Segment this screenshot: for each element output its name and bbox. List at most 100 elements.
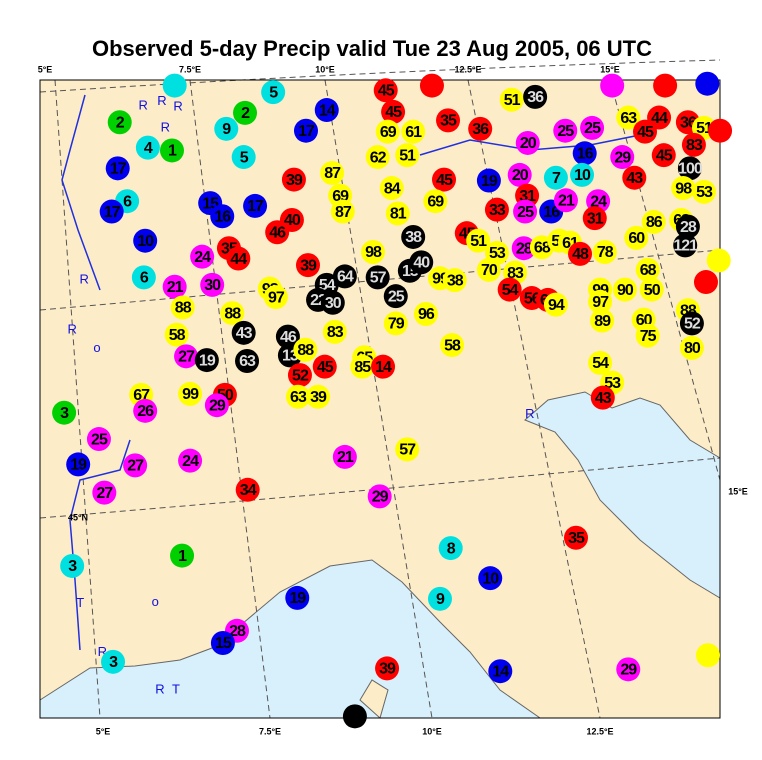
lon-label: 10°E bbox=[315, 64, 335, 74]
lon-label: 12.5°E bbox=[454, 64, 481, 74]
station-value: 29 bbox=[372, 489, 389, 506]
station-marker bbox=[653, 73, 678, 98]
station-marker bbox=[476, 257, 501, 282]
station-marker bbox=[610, 145, 635, 170]
station-value: 10 bbox=[482, 570, 499, 587]
station-marker bbox=[287, 363, 312, 388]
station-value: 51 bbox=[399, 147, 416, 164]
station-value: 15 bbox=[215, 635, 232, 652]
station-marker bbox=[582, 206, 607, 231]
station-value: 83 bbox=[686, 137, 703, 154]
station-value: 43 bbox=[236, 325, 253, 342]
station-value: 43 bbox=[595, 390, 612, 407]
station-marker bbox=[265, 220, 290, 245]
station-marker bbox=[375, 656, 400, 681]
station-value: 98 bbox=[675, 180, 692, 197]
station-value: 2 bbox=[241, 105, 250, 122]
station-marker bbox=[263, 285, 288, 310]
station-marker bbox=[123, 453, 148, 478]
station-marker bbox=[600, 73, 625, 98]
station-marker bbox=[131, 265, 156, 290]
station-code: T bbox=[76, 595, 84, 610]
station-value: 97 bbox=[268, 289, 285, 306]
station-marker bbox=[243, 193, 268, 218]
station-value: 45 bbox=[436, 172, 453, 189]
station-value: 25 bbox=[584, 120, 601, 137]
station-value: 87 bbox=[324, 165, 341, 182]
station-marker bbox=[468, 116, 493, 141]
station-marker bbox=[375, 119, 400, 144]
station-marker bbox=[371, 354, 396, 379]
station-value: 51 bbox=[504, 92, 521, 109]
station-marker bbox=[350, 354, 375, 379]
station-value: 17 bbox=[298, 123, 315, 140]
lat-label: 45°N bbox=[68, 512, 88, 522]
station-marker bbox=[476, 168, 501, 193]
station-marker bbox=[564, 525, 588, 550]
station-marker bbox=[342, 704, 367, 729]
station-value: 62 bbox=[370, 149, 387, 166]
lon-label: 10°E bbox=[422, 726, 442, 736]
station-marker bbox=[190, 244, 215, 269]
station-value: 5 bbox=[269, 84, 278, 101]
station-marker bbox=[226, 246, 251, 271]
station-value: 68 bbox=[534, 239, 551, 256]
station-marker bbox=[570, 162, 595, 187]
station-marker bbox=[553, 188, 578, 213]
station-marker bbox=[695, 643, 720, 668]
station-marker bbox=[691, 179, 716, 204]
station-value: 3 bbox=[68, 558, 77, 575]
station-marker bbox=[395, 437, 420, 462]
map-title: Observed 5-day Precip valid Tue 23 Aug 2… bbox=[92, 36, 652, 61]
station-marker bbox=[178, 448, 203, 473]
lon-label: 7.5°E bbox=[179, 64, 201, 74]
station-marker bbox=[385, 201, 410, 226]
station-value: 96 bbox=[418, 306, 435, 323]
station-marker bbox=[86, 427, 111, 452]
station-marker bbox=[162, 274, 187, 299]
station-code: R bbox=[67, 321, 76, 336]
station-value: 6 bbox=[123, 193, 132, 210]
station-marker bbox=[592, 239, 617, 264]
station-value: 45 bbox=[385, 104, 402, 121]
station-value: 16 bbox=[543, 204, 560, 221]
station-marker bbox=[322, 319, 347, 344]
station-value: 63 bbox=[239, 353, 256, 370]
station-marker bbox=[296, 253, 320, 278]
station-value: 58 bbox=[444, 337, 461, 354]
station-value: 51 bbox=[470, 233, 487, 250]
station-value: 88 bbox=[224, 305, 241, 322]
station-marker bbox=[320, 290, 345, 315]
station-marker bbox=[365, 265, 390, 290]
station-marker bbox=[367, 484, 392, 509]
station-marker bbox=[693, 270, 718, 295]
station-value: 60 bbox=[628, 230, 645, 247]
station-value: 58 bbox=[169, 327, 186, 344]
station-value: 19 bbox=[199, 352, 216, 369]
station-value: 19 bbox=[481, 173, 498, 190]
station-marker bbox=[330, 199, 355, 224]
station-marker bbox=[677, 156, 702, 181]
station-value: 24 bbox=[194, 249, 211, 266]
lon-label: 5°E bbox=[96, 726, 111, 736]
station-marker bbox=[107, 110, 132, 135]
station-marker bbox=[488, 659, 513, 684]
station-marker bbox=[633, 119, 658, 144]
station-value: 14 bbox=[375, 359, 392, 376]
station-marker bbox=[233, 100, 258, 125]
station-marker bbox=[312, 354, 337, 379]
station-value: 50 bbox=[644, 282, 661, 299]
station-value: 26 bbox=[137, 403, 154, 420]
station-value: 35 bbox=[568, 530, 585, 547]
station-value: 85 bbox=[354, 359, 371, 376]
station-value: 2 bbox=[116, 114, 125, 131]
station-value: 57 bbox=[399, 442, 416, 459]
station-marker bbox=[543, 165, 568, 190]
station-value: 9 bbox=[222, 121, 231, 138]
station-marker bbox=[164, 322, 189, 347]
station-code: R bbox=[161, 119, 170, 134]
station-value: 3 bbox=[109, 654, 118, 671]
station-value: 29 bbox=[614, 149, 631, 166]
station-value: 87 bbox=[335, 204, 352, 221]
station-value: 46 bbox=[269, 224, 286, 241]
